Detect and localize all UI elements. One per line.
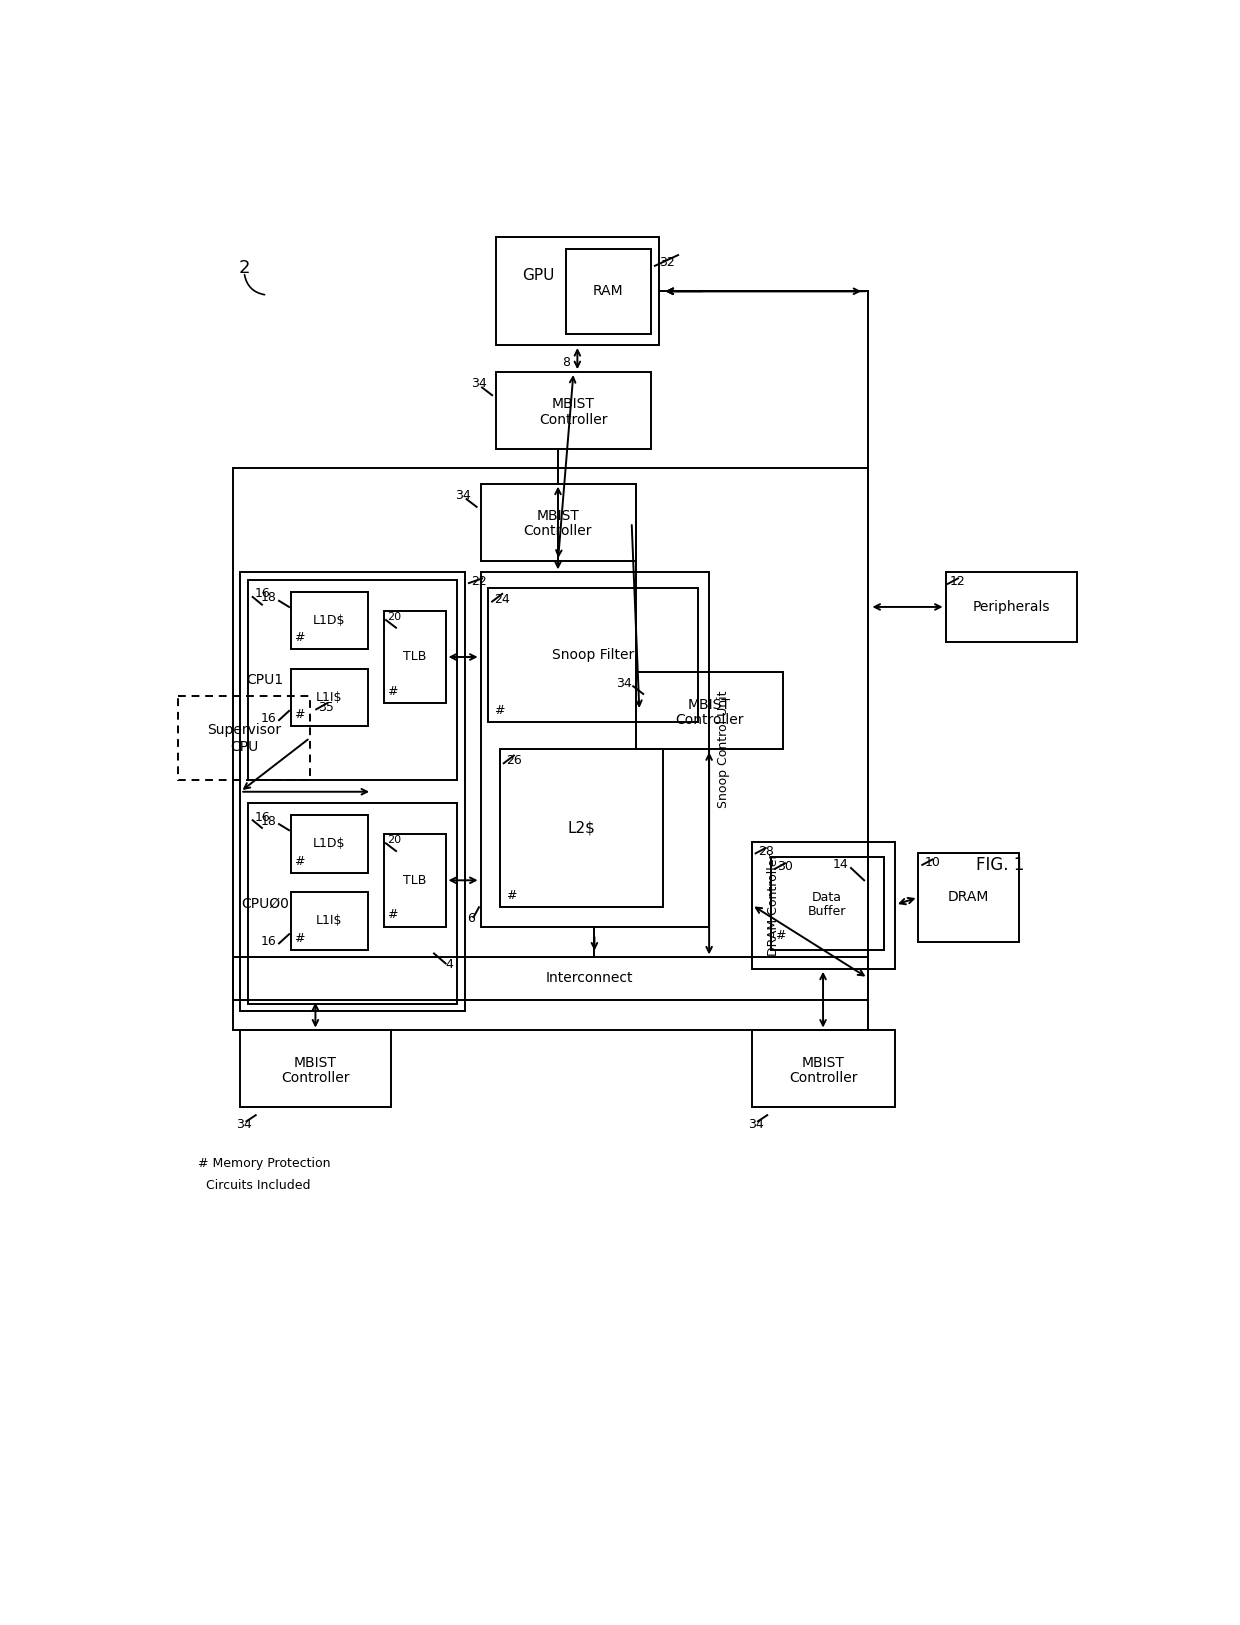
Text: CPUØ0: CPUØ0 xyxy=(241,897,289,910)
Bar xyxy=(248,580,458,780)
Text: CPU1: CPU1 xyxy=(247,673,284,687)
Text: Controller: Controller xyxy=(281,1071,350,1086)
Text: #: # xyxy=(495,704,505,717)
Bar xyxy=(179,696,310,780)
Bar xyxy=(565,249,651,333)
Text: 34: 34 xyxy=(237,1118,252,1131)
Text: 14: 14 xyxy=(833,858,848,871)
Text: 32: 32 xyxy=(658,257,675,270)
Bar xyxy=(290,668,368,726)
Bar xyxy=(489,588,697,723)
Bar xyxy=(233,957,868,999)
Text: 8: 8 xyxy=(562,356,569,369)
Text: MBIST: MBIST xyxy=(294,1056,337,1069)
Text: Snoop Filter: Snoop Filter xyxy=(552,648,634,661)
Text: Circuits Included: Circuits Included xyxy=(197,1180,310,1193)
Text: Buffer: Buffer xyxy=(807,905,846,918)
Text: CPU: CPU xyxy=(229,739,258,754)
Bar xyxy=(481,484,635,561)
Text: DRAM: DRAM xyxy=(949,891,990,904)
Text: TLB: TLB xyxy=(403,874,427,887)
Bar xyxy=(481,572,709,926)
Bar xyxy=(290,814,368,873)
Text: RAM: RAM xyxy=(593,284,624,299)
Bar xyxy=(233,468,868,1030)
Text: MBIST: MBIST xyxy=(801,1056,844,1069)
Text: Controller: Controller xyxy=(523,525,593,538)
Text: Supervisor: Supervisor xyxy=(207,723,281,738)
Text: 34: 34 xyxy=(455,489,471,502)
Text: DRAM Controller: DRAM Controller xyxy=(768,853,780,955)
Text: 16: 16 xyxy=(254,587,270,600)
Text: 22: 22 xyxy=(471,575,487,588)
Text: 34: 34 xyxy=(616,678,631,691)
Text: 16: 16 xyxy=(260,712,277,725)
Text: 4: 4 xyxy=(445,959,454,972)
Text: #: # xyxy=(387,908,398,921)
Bar xyxy=(290,892,368,949)
Bar xyxy=(248,803,458,1004)
Text: 26: 26 xyxy=(506,754,522,767)
Bar xyxy=(771,858,883,949)
Bar xyxy=(290,592,368,650)
Text: 34: 34 xyxy=(748,1118,764,1131)
Text: MBIST: MBIST xyxy=(537,509,579,523)
Text: #: # xyxy=(295,931,305,944)
Bar xyxy=(383,834,445,926)
Text: 34: 34 xyxy=(471,377,487,390)
Bar xyxy=(383,611,445,704)
Text: L1I$: L1I$ xyxy=(316,913,342,926)
Text: 18: 18 xyxy=(260,814,277,827)
Text: Data: Data xyxy=(812,891,842,904)
Bar xyxy=(241,1030,392,1108)
Bar xyxy=(751,842,895,968)
Bar xyxy=(945,572,1078,642)
Text: 16: 16 xyxy=(254,811,270,824)
Text: #: # xyxy=(775,929,785,942)
Text: FIG. 1: FIG. 1 xyxy=(976,856,1024,874)
Text: Snoop Control Unit: Snoop Control Unit xyxy=(717,691,729,808)
Bar xyxy=(751,1030,895,1108)
Text: 10: 10 xyxy=(925,856,940,869)
Text: TLB: TLB xyxy=(403,650,427,663)
Text: 2: 2 xyxy=(238,258,250,278)
Bar xyxy=(241,572,465,1011)
Bar xyxy=(635,673,782,749)
Text: 6: 6 xyxy=(467,912,475,925)
Bar xyxy=(496,372,651,448)
Text: L1D$: L1D$ xyxy=(314,614,346,627)
Text: 20: 20 xyxy=(387,835,402,845)
Text: L1D$: L1D$ xyxy=(314,837,346,850)
Text: 16: 16 xyxy=(260,936,277,949)
Text: Peripherals: Peripherals xyxy=(972,600,1050,614)
Text: 20: 20 xyxy=(387,613,402,622)
Text: L2$: L2$ xyxy=(568,821,595,835)
Text: #: # xyxy=(295,708,305,722)
Text: # Memory Protection: # Memory Protection xyxy=(197,1157,330,1170)
Text: #: # xyxy=(295,630,305,644)
Text: MBIST: MBIST xyxy=(688,697,730,712)
Text: 30: 30 xyxy=(777,860,794,873)
Text: Controller: Controller xyxy=(789,1071,857,1086)
Text: Controller: Controller xyxy=(539,413,608,427)
Text: #: # xyxy=(506,889,517,902)
Bar xyxy=(919,853,1019,942)
Text: 24: 24 xyxy=(495,593,510,606)
Text: #: # xyxy=(295,855,305,868)
Text: 28: 28 xyxy=(758,845,774,858)
Text: #: # xyxy=(387,686,398,699)
Bar xyxy=(500,749,662,907)
Text: Interconnect: Interconnect xyxy=(546,972,632,985)
Bar xyxy=(496,237,658,344)
Text: 18: 18 xyxy=(260,592,277,604)
Text: GPU: GPU xyxy=(522,268,554,283)
Text: L1I$: L1I$ xyxy=(316,691,342,704)
Text: 35: 35 xyxy=(317,700,334,713)
Text: 12: 12 xyxy=(950,575,965,588)
Text: Controller: Controller xyxy=(675,713,743,726)
Text: MBIST: MBIST xyxy=(552,398,595,411)
